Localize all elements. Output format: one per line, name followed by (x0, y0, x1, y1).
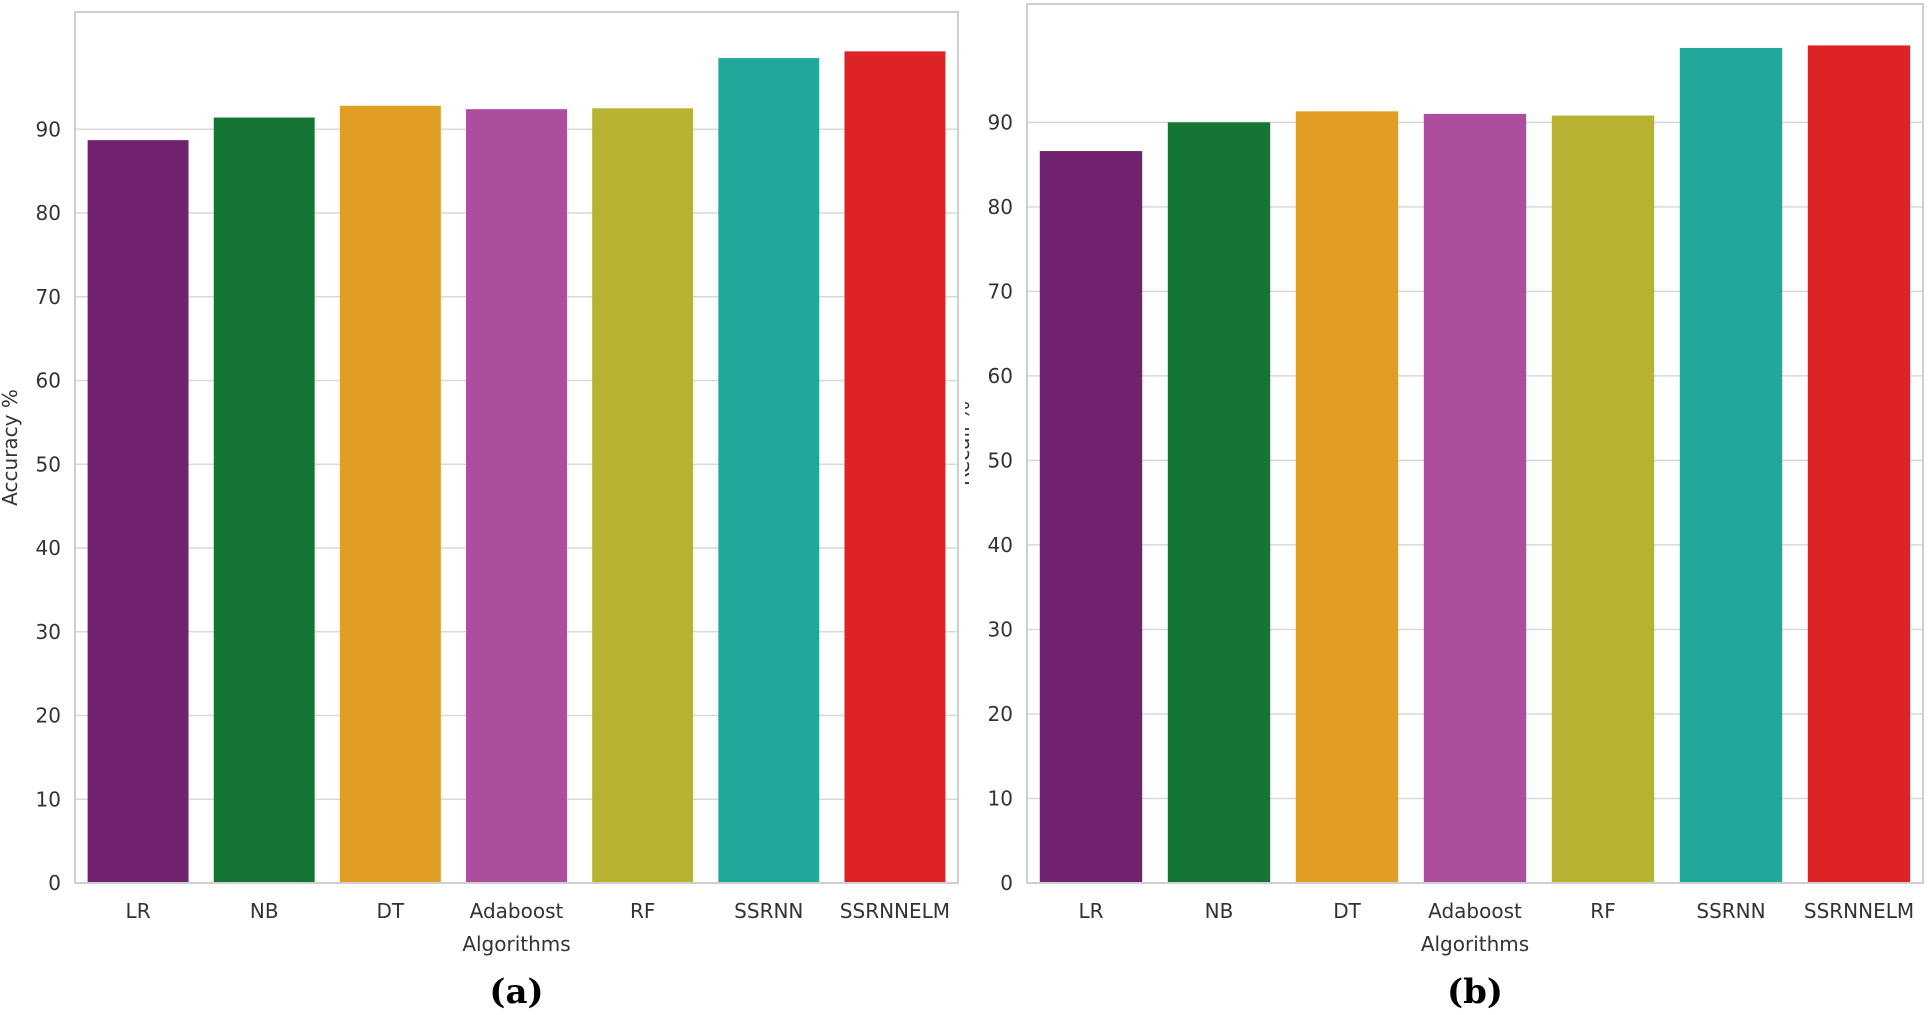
y-tick-label: 90 (36, 117, 61, 141)
bar-ssrnnelm (844, 51, 946, 884)
bar-rf (1551, 115, 1655, 884)
x-tick-label: DT (1333, 899, 1361, 923)
x-tick-label: SSRNN (734, 899, 803, 923)
y-tick-label: 50 (36, 452, 61, 476)
bar-dt (1295, 111, 1399, 884)
y-tick-label: 40 (36, 536, 61, 560)
y-ticks-layer: 0 10 20 30 40 50 60 70 80 90 (988, 110, 1013, 895)
y-tick-label: 0 (1000, 871, 1013, 895)
x-ticks-layer: LR NB DT Adaboost RF SSRNN SSRNNELM (1078, 899, 1914, 923)
x-tick-label: Adaboost (1428, 899, 1522, 923)
bar-ssrnn (1679, 47, 1783, 883)
plot-frame (1026, 3, 1924, 884)
y-tick-label: 50 (988, 448, 1013, 472)
x-tick-label: SSRNNELM (1804, 899, 1914, 923)
bar-adaboost (466, 109, 567, 883)
bar-adaboost (1423, 113, 1527, 883)
bar-nb (213, 117, 315, 883)
x-axis-label: Algorithms (1421, 932, 1529, 956)
x-axis-label: Algorithms (462, 932, 570, 956)
bars-layer (87, 51, 946, 884)
bar-dt (339, 105, 441, 884)
y-axis-label: Recall % (965, 401, 974, 486)
y-tick-label: 20 (36, 704, 61, 728)
y-tick-label: 90 (988, 110, 1013, 134)
accuracy-chart: 0 10 20 30 40 50 60 70 80 90 LR NB DT Adaboost RF SSRN… (0, 11, 959, 1012)
panel-label: (b) (1447, 972, 1503, 1012)
x-tick-label: SSRNNELM (840, 899, 950, 923)
y-tick-label: 10 (988, 786, 1013, 810)
y-tick-label: 70 (988, 279, 1013, 303)
bar-lr (87, 140, 189, 883)
y-tick-label: 30 (988, 617, 1013, 641)
y-tick-label: 30 (36, 620, 61, 644)
y-tick-label: 10 (36, 787, 61, 811)
bar-lr (1039, 151, 1143, 883)
y-tick-label: 0 (48, 871, 61, 895)
y-tick-label: 20 (988, 702, 1013, 726)
x-tick-label: LR (1078, 899, 1103, 923)
panel-label: (a) (489, 972, 543, 1012)
bar-ssrnn (718, 58, 820, 883)
x-tick-label: RF (630, 899, 655, 923)
y-tick-label: 60 (36, 369, 61, 393)
x-tick-label: SSRNN (1696, 899, 1765, 923)
bar-rf (592, 108, 694, 883)
bar-nb (1167, 122, 1271, 884)
y-tick-label: 60 (988, 364, 1013, 388)
x-tick-label: NB (250, 899, 279, 923)
x-ticks-layer: LR NB DT Adaboost RF SSRNN SSRNNELM (126, 899, 951, 923)
bars-layer (1039, 45, 1911, 884)
x-tick-label: Adaboost (470, 899, 564, 923)
recall-chart: 0 10 20 30 40 50 60 70 80 90 LR NB DT Adaboost RF SSRN… (965, 3, 1924, 1012)
x-tick-label: RF (1590, 899, 1615, 923)
y-tick-label: 80 (36, 201, 61, 225)
x-tick-label: NB (1205, 899, 1234, 923)
y-axis-label: Accuracy % (0, 389, 22, 506)
y-ticks-layer: 0 10 20 30 40 50 60 70 80 90 (36, 117, 61, 895)
bar-ssrnnelm (1807, 45, 1911, 883)
y-tick-label: 80 (988, 195, 1013, 219)
plot-frame (74, 11, 959, 884)
x-tick-label: DT (377, 899, 405, 923)
y-tick-label: 70 (36, 285, 61, 309)
x-tick-label: LR (126, 899, 151, 923)
y-tick-label: 40 (988, 533, 1013, 557)
